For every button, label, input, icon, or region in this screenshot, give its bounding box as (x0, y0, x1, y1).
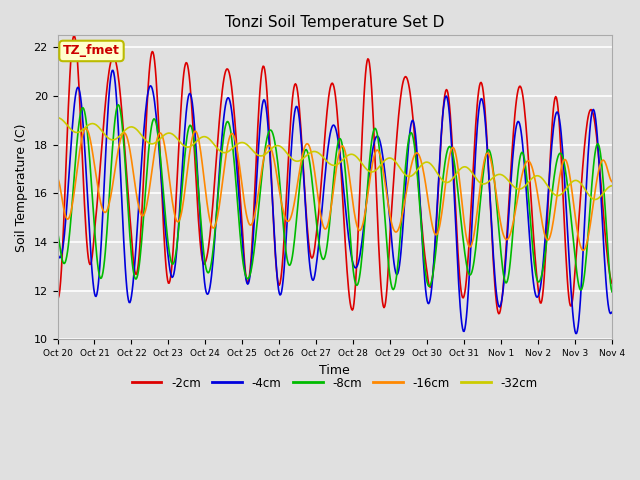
Text: TZ_fmet: TZ_fmet (63, 45, 120, 58)
Legend: -2cm, -4cm, -8cm, -16cm, -32cm: -2cm, -4cm, -8cm, -16cm, -32cm (127, 372, 542, 394)
X-axis label: Time: Time (319, 364, 350, 377)
Y-axis label: Soil Temperature (C): Soil Temperature (C) (15, 123, 28, 252)
Title: Tonzi Soil Temperature Set D: Tonzi Soil Temperature Set D (225, 15, 444, 30)
